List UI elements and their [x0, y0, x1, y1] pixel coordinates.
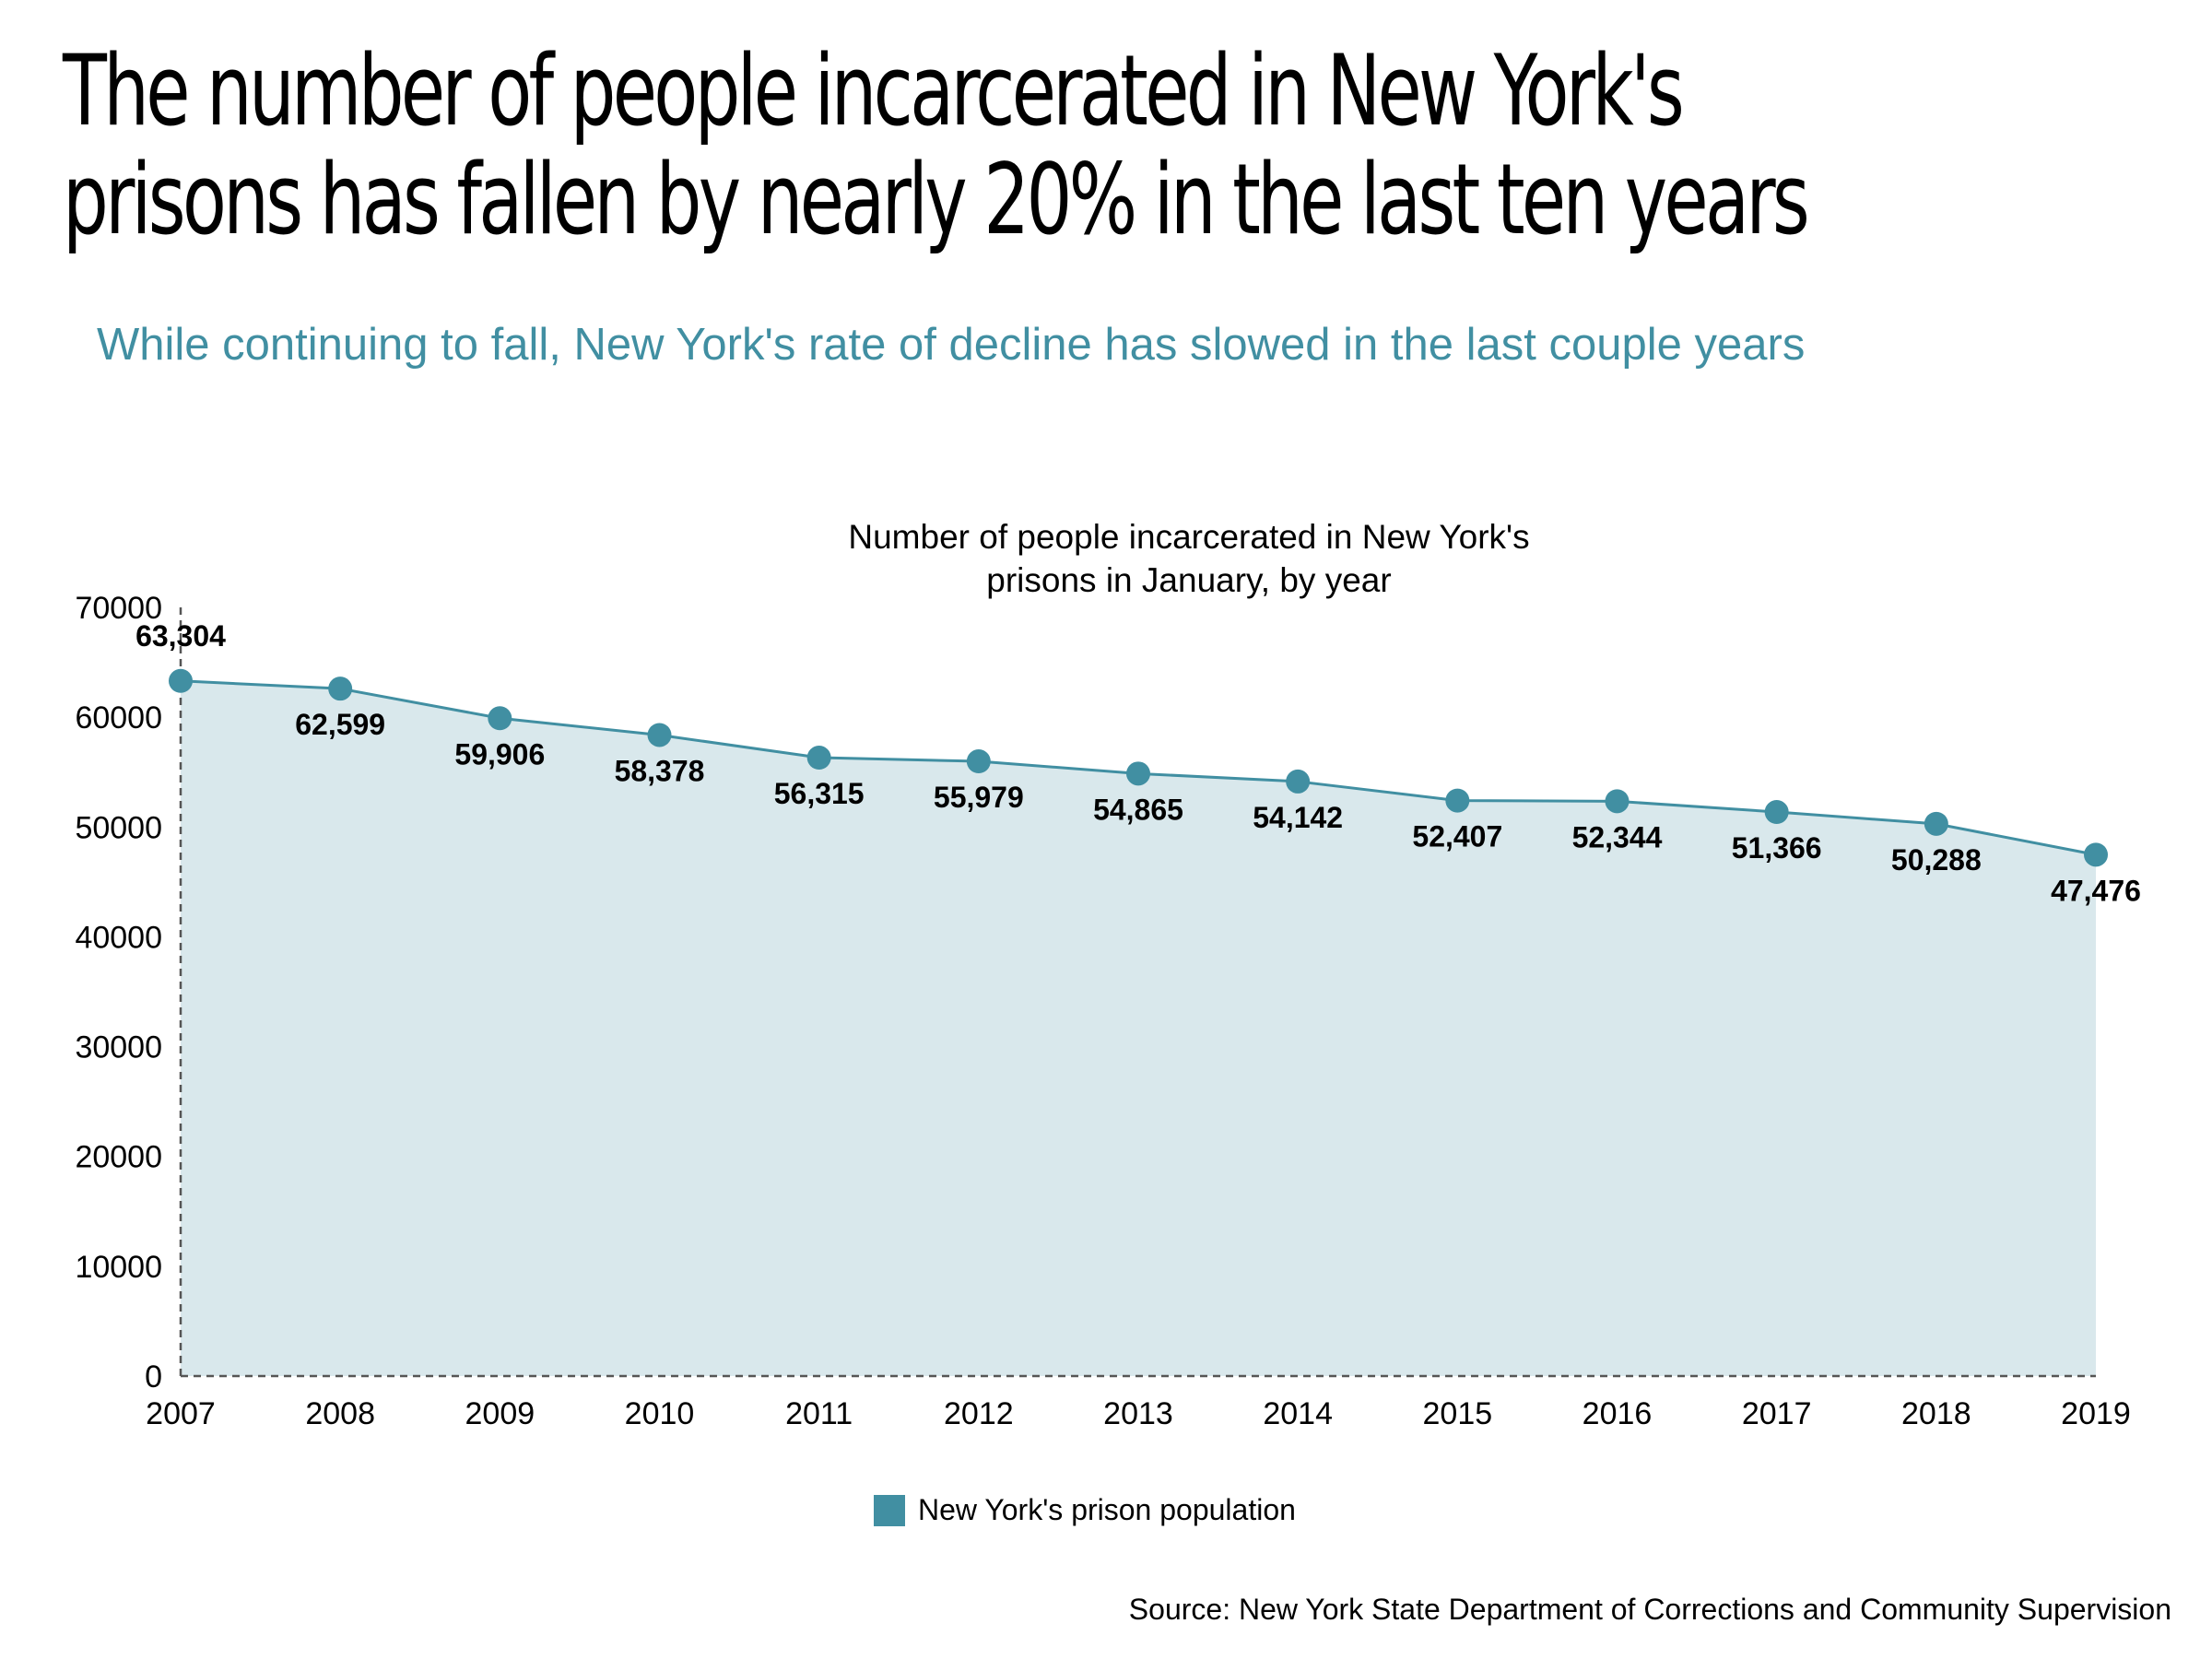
data-point [2084, 842, 2108, 867]
subtitle: While continuing to fall, New York's rat… [97, 320, 1806, 370]
data-label: 54,142 [1253, 801, 1343, 834]
point-layer [169, 668, 2108, 867]
data-point [966, 749, 991, 774]
y-tick-label: 10000 [75, 1250, 162, 1285]
y-tick-label: 20000 [75, 1140, 162, 1175]
data-point [1126, 761, 1150, 786]
y-tick-label: 40000 [75, 920, 162, 955]
data-label: 55,979 [934, 781, 1024, 814]
data-label: 52,407 [1412, 820, 1502, 853]
y-tick-label: 50000 [75, 810, 162, 845]
x-tick-label: 2014 [1263, 1396, 1333, 1431]
data-label: 59,906 [454, 737, 545, 771]
x-tick-label: 2008 [305, 1396, 375, 1431]
y-tick-label: 70000 [75, 591, 162, 626]
data-point [1445, 788, 1470, 813]
x-tick-label: 2010 [625, 1396, 695, 1431]
data-label: 47,476 [2051, 874, 2141, 907]
x-tick-label: 2007 [146, 1396, 216, 1431]
x-tick-label: 2015 [1423, 1396, 1493, 1431]
axis-layer: 0 10000 20000 30000 40000 50000 60000 70000 2007… [75, 591, 2130, 1431]
chart-title-line-2: prisons in January, by year [986, 561, 1391, 599]
legend: New York's prison population [874, 1493, 1296, 1527]
x-tick-label: 2019 [2061, 1396, 2131, 1431]
chart-title-line-1: Number of people incarcerated in New Yor… [848, 518, 1529, 556]
x-tick-label: 2017 [1742, 1396, 1812, 1431]
data-label: 51,366 [1732, 831, 1822, 865]
x-tick-label: 2013 [1103, 1396, 1173, 1431]
x-tick-label: 2011 [785, 1396, 853, 1431]
data-point [1605, 789, 1630, 814]
area-layer [181, 680, 2096, 1376]
data-point [647, 723, 672, 747]
data-point [1924, 811, 1948, 836]
data-label: 56,315 [774, 777, 865, 810]
data-label: 54,865 [1093, 793, 1183, 826]
data-point [1764, 800, 1789, 825]
headline-line-2: prisons has fallen by nearly 20% in the … [63, 143, 1810, 256]
data-point [806, 746, 831, 771]
legend-swatch [874, 1494, 905, 1526]
area-fill [181, 680, 2096, 1376]
y-tick-label: 60000 [75, 700, 162, 735]
x-tick-label: 2018 [1901, 1396, 1971, 1431]
data-label: 63,304 [135, 619, 226, 653]
x-tick-label: 2009 [465, 1396, 535, 1431]
x-tick-label: 2016 [1583, 1396, 1653, 1431]
label-layer: 63,304 62,599 59,906 58,378 56,315 55,979 54,8… [135, 619, 2141, 908]
data-point [488, 706, 512, 731]
data-point [1286, 769, 1311, 794]
y-tick-label: 30000 [75, 1030, 162, 1065]
x-tick-label: 2012 [944, 1396, 1014, 1431]
y-tick-label: 0 [145, 1359, 162, 1394]
data-label: 50,288 [1891, 843, 1982, 877]
data-label: 58,378 [615, 754, 705, 787]
source-note: Source: New York State Department of Cor… [1128, 1593, 2171, 1626]
data-label: 52,344 [1572, 820, 1663, 853]
headline: The number of people incarcerated in New… [63, 37, 1810, 254]
headline-line-1: The number of people incarcerated in New… [63, 34, 1685, 147]
data-label: 62,599 [295, 708, 385, 741]
data-point [169, 668, 193, 693]
legend-label: New York's prison population [918, 1493, 1296, 1526]
data-point [328, 677, 353, 701]
